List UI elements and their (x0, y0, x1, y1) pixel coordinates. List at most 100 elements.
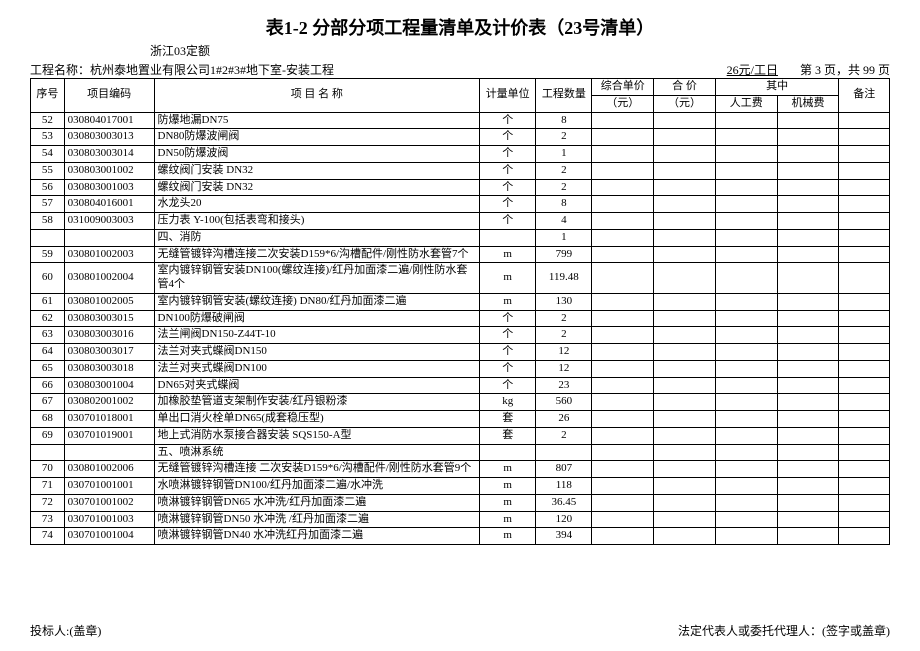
cell: 560 (536, 394, 592, 411)
cell (654, 394, 716, 411)
cell (31, 229, 65, 246)
table-header: 序号 项目编码 项 目 名 称 计量单位 工程数量 综合单价 合 价 其中 备注… (31, 79, 890, 113)
cell: 031009003003 (64, 213, 154, 230)
th-qty: 工程数量 (536, 79, 592, 113)
cell: 12 (536, 360, 592, 377)
cell: DN80防爆波闸阀 (154, 129, 480, 146)
cell: 个 (480, 179, 536, 196)
cell: DN50防爆波阀 (154, 146, 480, 163)
cell: 8 (536, 196, 592, 213)
cell: 1 (536, 146, 592, 163)
cell: 水龙头20 (154, 196, 480, 213)
cell: 个 (480, 112, 536, 129)
cell: 118 (536, 478, 592, 495)
cell (839, 461, 890, 478)
cell (31, 444, 65, 461)
cell: 030701001004 (64, 528, 154, 545)
cell (654, 478, 716, 495)
cell: 2 (536, 327, 592, 344)
cell (715, 293, 777, 310)
cell (654, 246, 716, 263)
cell (654, 494, 716, 511)
cell: 套 (480, 427, 536, 444)
footer-right: 法定代表人或委托代理人：(签字或盖章) (678, 622, 890, 639)
cell: 130 (536, 293, 592, 310)
cell: 799 (536, 246, 592, 263)
cell (715, 394, 777, 411)
cell (715, 213, 777, 230)
cell: 室内镀锌钢管安装(螺纹连接) DN80/红丹加面漆二遍 (154, 293, 480, 310)
table-row: 52030804017001防爆地漏DN75个8 (31, 112, 890, 129)
cell (777, 444, 839, 461)
cell (777, 377, 839, 394)
table-row: 63030803003016法兰闸阀DN150-Z44T-10个2 (31, 327, 890, 344)
cell (592, 196, 654, 213)
rate-text: 26元/工日 (727, 61, 778, 78)
cell: 030803003013 (64, 129, 154, 146)
cell (592, 344, 654, 361)
cell: 个 (480, 310, 536, 327)
cell (592, 511, 654, 528)
cell (839, 511, 890, 528)
cell (777, 494, 839, 511)
th-labor: 人工费 (715, 95, 777, 112)
cell: 喷淋镀锌钢管DN65 水冲洗/红丹加面漆二遍 (154, 494, 480, 511)
cell (839, 528, 890, 545)
document-title: 表1-2 分部分项工程量清单及计价表（23号清单） (30, 14, 890, 40)
table-row: 72030701001002喷淋镀锌钢管DN65 水冲洗/红丹加面漆二遍m36.… (31, 494, 890, 511)
cell: 个 (480, 377, 536, 394)
cell: 单出口消火栓单DN65(成套稳压型) (154, 411, 480, 428)
cell (777, 327, 839, 344)
table-row: 五、喷淋系统 (31, 444, 890, 461)
cell: 2 (536, 310, 592, 327)
cell: kg (480, 394, 536, 411)
cell: 个 (480, 360, 536, 377)
cell: 水喷淋镀锌钢管DN100/红丹加面漆二遍/水冲洗 (154, 478, 480, 495)
cell (715, 327, 777, 344)
cell: 36.45 (536, 494, 592, 511)
cell (839, 179, 890, 196)
cell (592, 263, 654, 294)
table-body: 52030804017001防爆地漏DN75个853030803003013DN… (31, 112, 890, 545)
page-info: 第 3 页，共 99 页 (800, 61, 890, 78)
cell (592, 478, 654, 495)
cell (654, 528, 716, 545)
cell: 030801002005 (64, 293, 154, 310)
cell: m (480, 494, 536, 511)
project-name: 杭州泰地置业有限公司1#2#3#地下室-安装工程 (90, 63, 334, 77)
cell (654, 444, 716, 461)
cell (654, 360, 716, 377)
cell: 法兰对夹式蝶阀DN150 (154, 344, 480, 361)
cell (777, 344, 839, 361)
cell (715, 196, 777, 213)
cell (654, 344, 716, 361)
cell: 个 (480, 327, 536, 344)
th-subhead: 其中 (715, 79, 839, 96)
table-row: 56030803001003螺纹阀门安装 DN32个2 (31, 179, 890, 196)
cell: 030803001002 (64, 162, 154, 179)
quota-note: 浙江03定额 (130, 42, 230, 59)
cell (654, 377, 716, 394)
cell: 2 (536, 129, 592, 146)
th-yuan-1: （元） (592, 95, 654, 112)
cell (715, 360, 777, 377)
cell: 螺纹阀门安装 DN32 (154, 162, 480, 179)
cell (839, 129, 890, 146)
cell: 62 (31, 310, 65, 327)
cell (592, 146, 654, 163)
cell (839, 196, 890, 213)
cell (715, 461, 777, 478)
cell: 四、消防 (154, 229, 480, 246)
cell: m (480, 246, 536, 263)
cell (839, 444, 890, 461)
cell: 61 (31, 293, 65, 310)
cell: 套 (480, 411, 536, 428)
cell (715, 129, 777, 146)
cell: 59 (31, 246, 65, 263)
table-row: 74030701001004喷淋镀锌钢管DN40 水冲洗红丹加面漆二遍m394 (31, 528, 890, 545)
cell (715, 344, 777, 361)
cell: 喷淋镀锌钢管DN40 水冲洗红丹加面漆二遍 (154, 528, 480, 545)
table-row: 70030801002006无缝管镀锌沟槽连接 二次安装D159*6/沟槽配件/… (31, 461, 890, 478)
table-row: 60030801002004室内镀锌钢管安装DN100(螺纹连接)/红丹加面漆二… (31, 263, 890, 294)
cell: 无缝管镀锌沟槽连接二次安装D159*6/沟槽配件/刚性防水套管7个 (154, 246, 480, 263)
